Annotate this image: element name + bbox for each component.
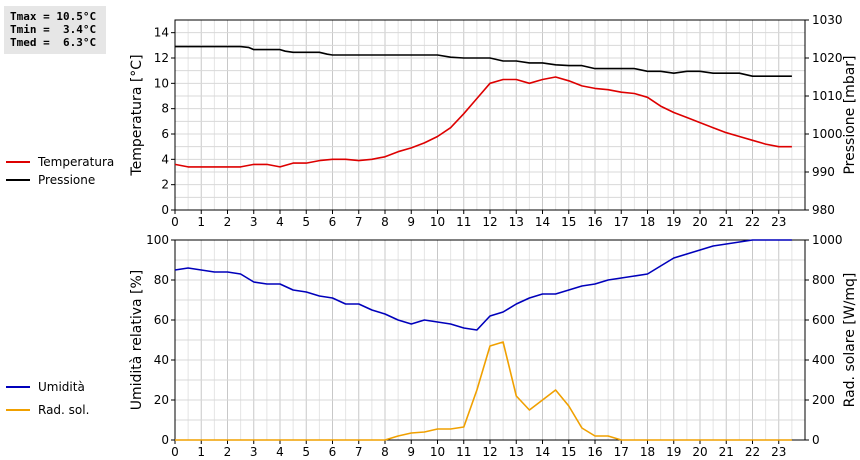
x-tick-label: 7 (355, 215, 363, 229)
x-tick-label: 8 (381, 215, 389, 229)
x-tick-label: 16 (587, 445, 602, 459)
x-tick-label: 11 (456, 445, 471, 459)
x-tick-label: 22 (745, 445, 760, 459)
x-tick-label: 12 (482, 445, 497, 459)
y-right-tick-label: 1010 (812, 89, 843, 103)
x-tick-label: 5 (302, 445, 310, 459)
x-tick-label: 18 (640, 215, 655, 229)
x-tick-label: 2 (224, 445, 232, 459)
y-left-tick-label: 0 (161, 203, 169, 217)
y-left-tick-label: 60 (154, 313, 169, 327)
x-tick-label: 8 (381, 445, 389, 459)
x-tick-label: 18 (640, 445, 655, 459)
x-tick-label: 0 (171, 445, 179, 459)
legend-label-pressione: Pressione (38, 173, 95, 187)
x-tick-label: 9 (407, 445, 415, 459)
x-tick-label: 6 (329, 445, 337, 459)
series-line-umidit (174, 239, 792, 331)
x-tick-label: 16 (587, 215, 602, 229)
x-tick-label: 23 (771, 445, 786, 459)
stat-tmin-value: 3.4°C (63, 23, 97, 36)
y-right-tick-label: 400 (812, 353, 835, 367)
y-left-tick-label: 8 (161, 102, 169, 116)
x-tick-label: 10 (430, 215, 445, 229)
x-tick-label: 2 (224, 215, 232, 229)
x-tick-label: 0 (171, 215, 179, 229)
y-left-tick-label: 100 (146, 233, 169, 247)
y-left-tick-label: 80 (154, 273, 169, 287)
series-line-pressione (175, 45, 792, 77)
x-tick-label: 23 (771, 215, 786, 229)
y-right-axis-title: Rad. solare [W/mq] (842, 273, 858, 408)
x-tick-label: 5 (302, 215, 310, 229)
x-tick-label: 21 (719, 215, 734, 229)
stat-tmax-label: Tmax = (10, 10, 50, 23)
y-left-tick-label: 6 (161, 127, 169, 141)
y-left-tick-label: 14 (154, 26, 169, 40)
x-tick-label: 13 (509, 215, 524, 229)
x-tick-label: 10 (430, 445, 445, 459)
x-tick-label: 17 (614, 215, 629, 229)
y-left-axis-title: Temperatura [°C] (129, 54, 145, 176)
x-tick-label: 4 (276, 445, 284, 459)
stat-tmed-value: 6.3°C (63, 36, 97, 49)
stat-tmin: Tmin = 3.4°C (10, 23, 106, 36)
legend-label-umidit: Umidità (38, 380, 85, 394)
y-left-tick-label: 10 (154, 76, 169, 90)
x-tick-label: 20 (692, 445, 707, 459)
x-tick-label: 15 (561, 445, 576, 459)
x-tick-label: 11 (456, 215, 471, 229)
y-right-tick-label: 990 (812, 165, 835, 179)
legend-label-rad-sol: Rad. sol. (38, 403, 89, 417)
x-tick-label: 4 (276, 215, 284, 229)
x-tick-label: 6 (329, 215, 337, 229)
y-right-tick-label: 600 (812, 313, 835, 327)
y-right-tick-label: 980 (812, 203, 835, 217)
y-right-tick-label: 800 (812, 273, 835, 287)
chart-1: 0 1 2 3 4 5 6 7 8 9 10 11 12 13 14 15 16 17 18 19 20 21 22 2302… (6, 13, 858, 229)
stats-box: Tmax = 10.5°C Tmin = 3.4°C Tmed = 6.3°C (4, 6, 106, 54)
y-left-tick-label: 2 (161, 178, 169, 192)
x-tick-label: 21 (719, 445, 734, 459)
chart-2: 0 1 2 3 4 5 6 7 8 9 10 11 12 13 14 15 16 17 18 19 20 21 22 2302… (6, 233, 858, 459)
x-tick-label: 19 (666, 445, 681, 459)
y-left-tick-label: 20 (154, 393, 169, 407)
x-tick-label: 1 (197, 215, 205, 229)
x-tick-label: 17 (614, 445, 629, 459)
y-left-tick-label: 12 (154, 51, 169, 65)
x-tick-label: 13 (509, 445, 524, 459)
stat-tmed-label: Tmed = (10, 36, 50, 49)
series-line-rad-sol (175, 341, 792, 441)
stat-tmax-value: 10.5°C (56, 10, 97, 23)
y-left-axis-title: Umidità relativa [%] (129, 270, 145, 411)
y-right-tick-label: 1020 (812, 51, 843, 65)
stat-tmed: Tmed = 6.3°C (10, 36, 106, 49)
x-tick-label: 20 (692, 215, 707, 229)
stat-tmax: Tmax = 10.5°C (10, 10, 106, 23)
x-tick-label: 19 (666, 215, 681, 229)
series-line-temperatura (174, 76, 792, 168)
x-tick-label: 15 (561, 215, 576, 229)
x-tick-label: 14 (535, 215, 550, 229)
x-tick-label: 14 (535, 445, 550, 459)
x-tick-label: 9 (407, 215, 415, 229)
y-right-axis-title: Pressione [mbar] (842, 55, 858, 174)
y-right-tick-label: 200 (812, 393, 835, 407)
x-tick-label: 1 (197, 445, 205, 459)
y-right-tick-label: 1000 (812, 127, 843, 141)
x-tick-label: 12 (482, 215, 497, 229)
y-left-tick-label: 4 (161, 152, 169, 166)
y-right-tick-label: 1000 (812, 233, 843, 247)
x-tick-label: 22 (745, 215, 760, 229)
y-left-tick-label: 40 (154, 353, 169, 367)
x-tick-label: 3 (250, 445, 258, 459)
legend-label-temperatura: Temperatura (37, 155, 114, 169)
y-left-tick-label: 0 (161, 433, 169, 447)
stat-tmin-label: Tmin = (10, 23, 50, 36)
y-right-tick-label: 1030 (812, 13, 843, 27)
x-tick-label: 3 (250, 215, 258, 229)
y-right-tick-label: 0 (812, 433, 820, 447)
x-tick-label: 7 (355, 445, 363, 459)
